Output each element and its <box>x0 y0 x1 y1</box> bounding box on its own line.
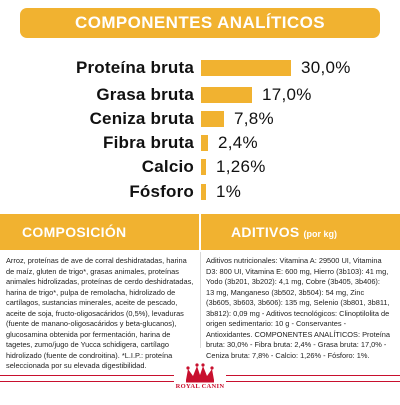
nutrient-label: Proteína bruta <box>75 58 194 77</box>
nutrient-row: Calcio 1,26% <box>0 156 400 178</box>
nutrient-value: 2,4% <box>218 133 258 152</box>
crown-logo-icon <box>174 363 226 393</box>
brand-text: ROYAL CANIN <box>175 383 225 390</box>
analytics-banner: COMPONENTES ANALÍTICOS <box>20 8 380 38</box>
nutrient-value: 30,0% <box>301 58 351 77</box>
brand-logo: ROYAL CANIN <box>168 355 232 400</box>
nutrient-bar <box>201 111 224 127</box>
nutrient-label: Ceniza bruta <box>89 109 194 128</box>
column-divider <box>200 252 201 348</box>
composition-header: COMPOSICIÓN <box>0 214 199 250</box>
analytics-title: COMPONENTES ANALÍTICOS <box>75 13 325 32</box>
composition-text: Arroz, proteínas de ave de corral deshid… <box>6 256 194 370</box>
additives-title: ADITIVOS <box>231 224 300 240</box>
nutrient-row: Fibra bruta 2,4% <box>0 132 400 154</box>
nutrient-label: Fibra bruta <box>103 133 194 152</box>
nutrient-label: Calcio <box>141 157 194 176</box>
nutrient-row: Fósforo 1% <box>0 181 400 203</box>
nutrient-row: Grasa bruta 17,0% <box>0 84 400 106</box>
nutrient-row: Ceniza bruta 7,8% <box>0 108 400 130</box>
additives-header: ADITIVOS (por kg) <box>201 214 400 250</box>
nutrient-bar <box>201 135 208 151</box>
nutrient-bar <box>201 184 206 200</box>
composition-title: COMPOSICIÓN <box>22 224 127 240</box>
nutrient-label: Fósforo <box>129 182 194 201</box>
nutrient-value: 7,8% <box>234 109 274 128</box>
nutrient-bar <box>201 159 206 175</box>
nutrient-value: 17,0% <box>262 85 312 104</box>
nutrient-value: 1% <box>216 182 242 201</box>
nutrient-bar <box>201 87 252 103</box>
additives-text: Aditivos nutricionales: Vitamina A: 2950… <box>206 256 391 360</box>
nutrient-label: Grasa bruta <box>96 85 194 104</box>
nutrient-value: 1,26% <box>216 157 266 176</box>
nutrient-row: Proteína bruta 30,0% <box>0 57 400 79</box>
additives-unit: (por kg) <box>303 228 338 239</box>
nutrient-bar <box>201 60 291 76</box>
